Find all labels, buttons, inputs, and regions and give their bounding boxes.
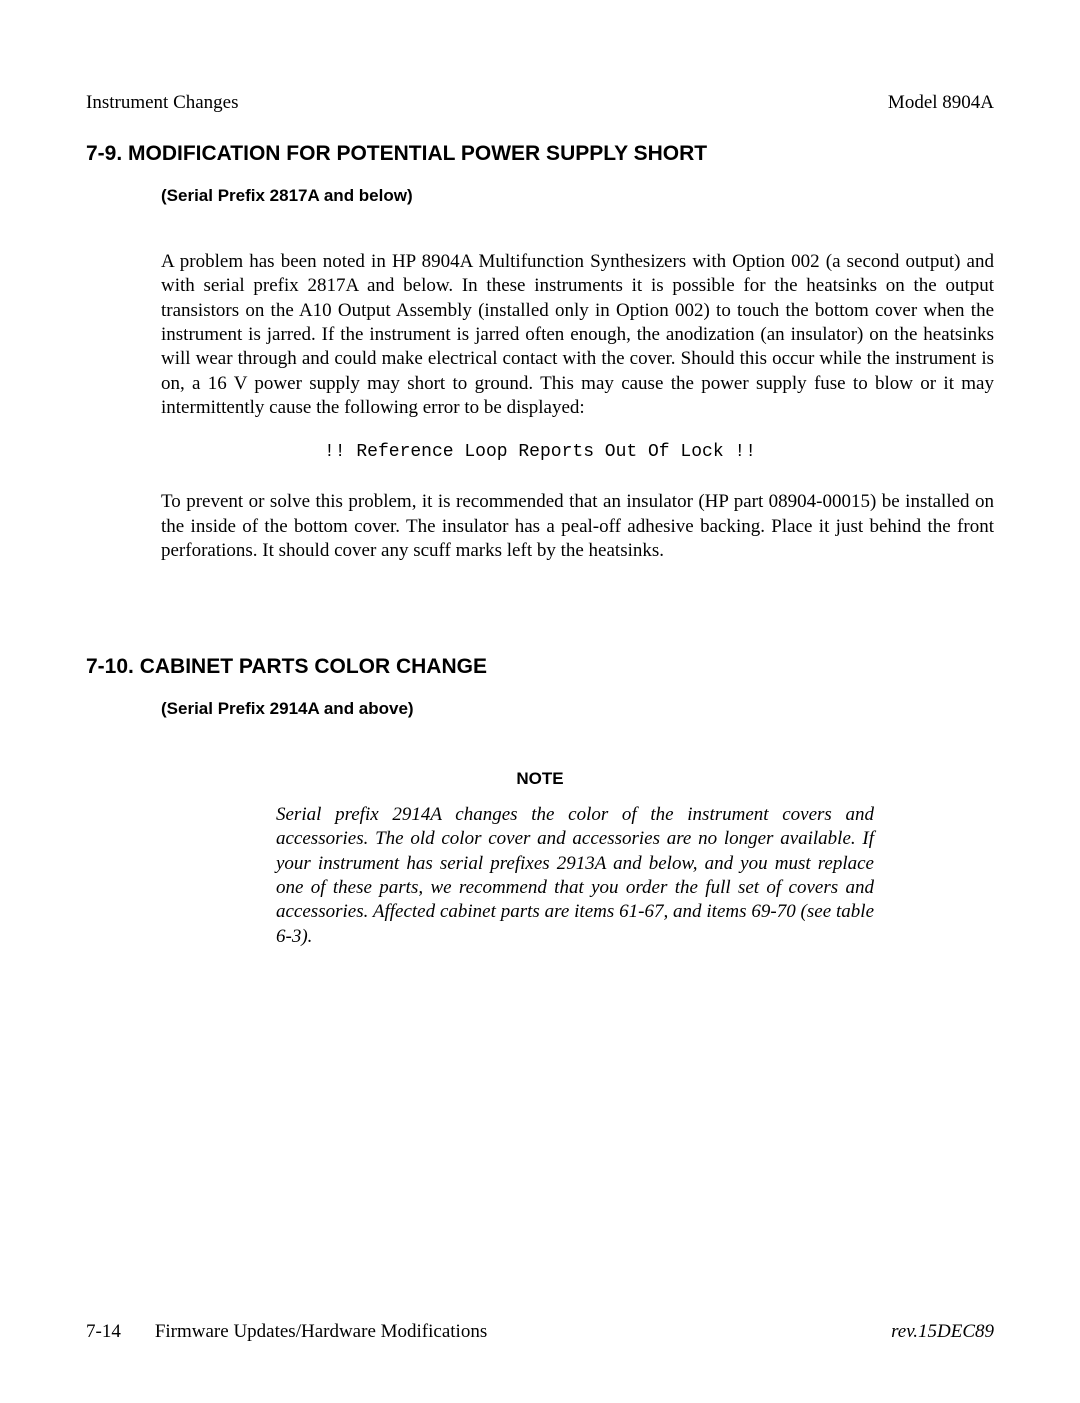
page-footer: 7-14 Firmware Updates/Hardware Modificat… [86,1321,994,1343]
page-container: Instrument Changes Model 8904A 7-9. MODI… [0,0,1080,1403]
section-7-9-paragraph-2: To prevent or solve this problem, it is … [161,490,994,563]
footer-revision: rev.15DEC89 [891,1321,994,1343]
section-7-9-paragraph-1: A problem has been noted in HP 8904A Mul… [161,250,994,420]
header-right: Model 8904A [888,92,994,114]
header-left: Instrument Changes [86,92,239,114]
note-label: NOTE [86,769,994,789]
footer-title: Firmware Updates/Hardware Modifications [155,1321,487,1343]
footer-page-number: 7-14 [86,1321,121,1343]
section-7-9-heading: 7-9. MODIFICATION FOR POTENTIAL POWER SU… [86,142,994,166]
error-code-line: !! Reference Loop Reports Out Of Lock !! [86,442,994,462]
section-7-9-subheading: (Serial Prefix 2817A and below) [161,186,994,206]
section-7-10-heading: 7-10. CABINET PARTS COLOR CHANGE [86,655,994,679]
page-header: Instrument Changes Model 8904A [86,92,994,114]
footer-left: 7-14 Firmware Updates/Hardware Modificat… [86,1321,487,1343]
section-spacer [86,585,994,655]
section-7-10-subheading: (Serial Prefix 2914A and above) [161,699,994,719]
note-body: Serial prefix 2914A changes the color of… [276,803,874,949]
